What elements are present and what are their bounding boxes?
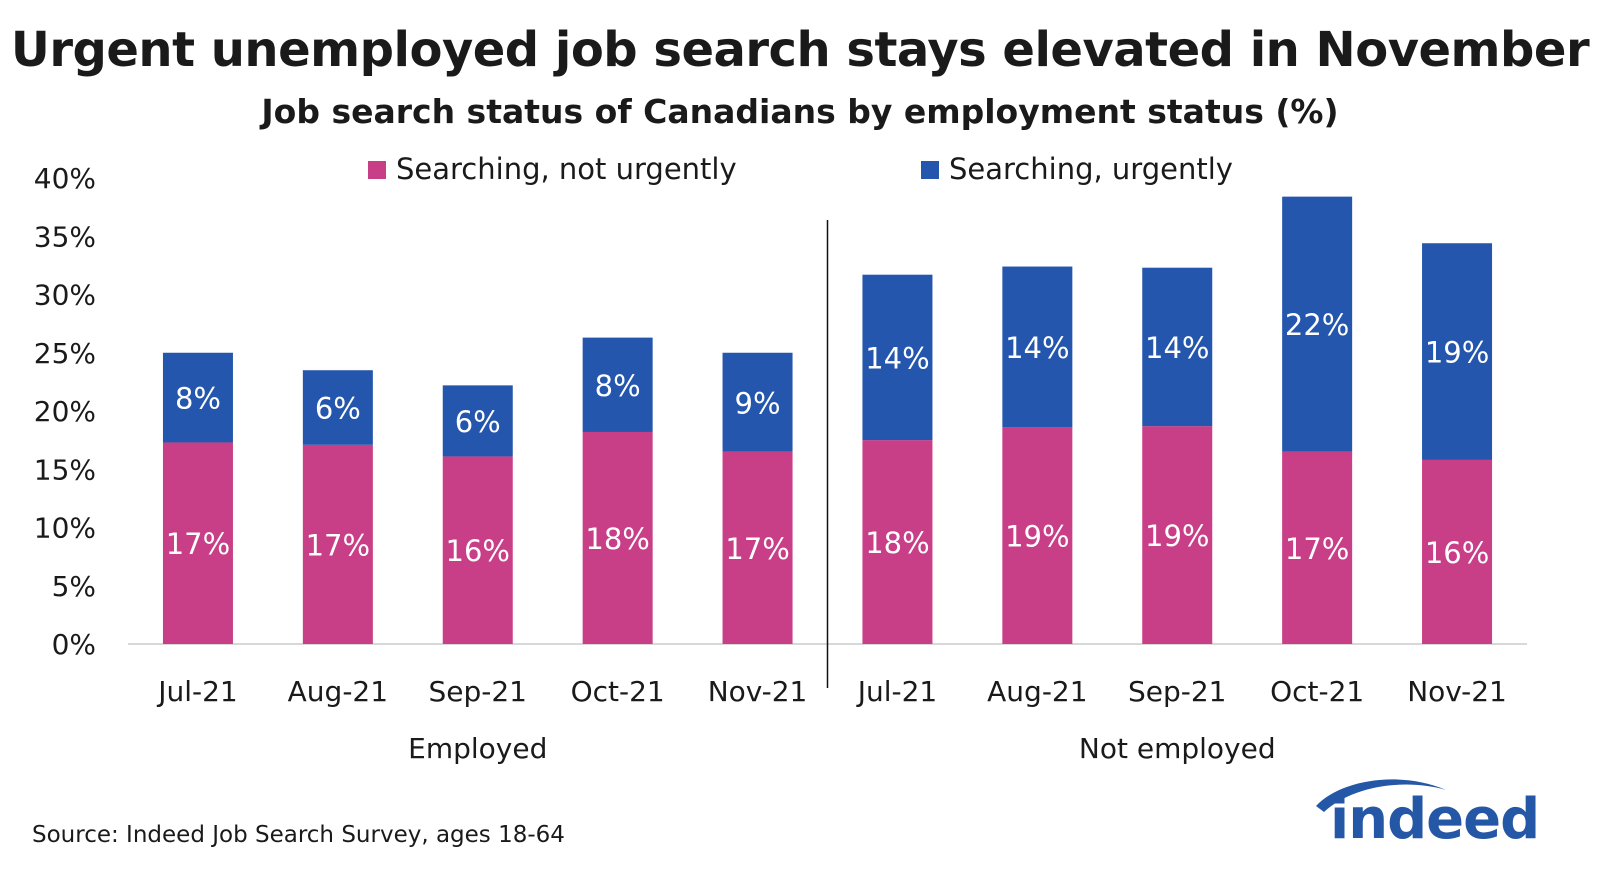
y-tick-label: 40% — [34, 162, 96, 195]
x-tick-label: Nov-21 — [708, 675, 808, 708]
x-tick-label: Aug-21 — [987, 675, 1087, 708]
x-tick-label: Sep-21 — [428, 675, 527, 708]
y-tick-label: 35% — [34, 220, 96, 253]
data-label-not-urgent: 19% — [1145, 519, 1209, 553]
group-label: Employed — [408, 732, 547, 765]
y-tick-label: 30% — [34, 279, 96, 312]
bar-urgent — [582, 337, 653, 432]
bar-urgent — [1002, 266, 1073, 428]
y-tick-label: 5% — [52, 570, 96, 603]
bar-urgent — [1282, 196, 1353, 452]
y-tick-label: 15% — [34, 453, 96, 486]
legend-label: Searching, urgently — [949, 152, 1233, 186]
bar-urgent — [442, 385, 513, 457]
bar-not-urgent — [302, 444, 373, 644]
bar-not-urgent — [582, 431, 653, 644]
bar-not-urgent — [722, 451, 793, 644]
y-tick-label: 20% — [34, 395, 96, 428]
data-label-not-urgent: 17% — [306, 528, 370, 562]
data-label-urgent: 14% — [1145, 331, 1209, 365]
chart-subtitle: Job search status of Canadians by employ… — [261, 92, 1339, 131]
bar-urgent — [1142, 267, 1213, 427]
x-tick-label: Nov-21 — [1407, 675, 1507, 708]
bar-urgent — [162, 352, 233, 443]
group-label: Not employed — [1079, 732, 1276, 765]
bar-not-urgent — [442, 456, 513, 644]
y-tick-label: 25% — [34, 337, 96, 370]
data-label-not-urgent: 18% — [865, 526, 929, 560]
bar-urgent — [302, 370, 373, 445]
data-label-not-urgent: 16% — [1425, 536, 1489, 570]
data-label-not-urgent: 17% — [166, 527, 230, 561]
data-label-not-urgent: 16% — [446, 534, 510, 568]
data-label-not-urgent: 18% — [585, 522, 649, 556]
legend-swatch — [368, 161, 386, 179]
data-label-urgent: 6% — [315, 392, 361, 426]
data-label-urgent: 8% — [595, 369, 641, 403]
data-label-urgent: 6% — [455, 405, 501, 439]
data-label-not-urgent: 19% — [1005, 520, 1069, 554]
source-note: Source: Indeed Job Search Survey, ages 1… — [32, 822, 565, 848]
data-label-urgent: 22% — [1285, 308, 1349, 342]
bar-urgent — [1422, 243, 1493, 460]
legend-swatch — [921, 161, 939, 179]
bar-not-urgent — [1422, 459, 1493, 644]
x-tick-label: Jul-21 — [856, 675, 938, 708]
data-label-not-urgent: 17% — [1285, 532, 1349, 566]
x-tick-label: Sep-21 — [1128, 675, 1227, 708]
bar-not-urgent — [1142, 426, 1213, 644]
data-label-urgent: 14% — [865, 341, 929, 375]
bar-not-urgent — [1282, 451, 1353, 644]
data-label-urgent: 9% — [735, 386, 781, 420]
legend-label: Searching, not urgently — [396, 152, 737, 186]
y-tick-label: 10% — [34, 512, 96, 545]
x-tick-label: Jul-21 — [156, 675, 238, 708]
data-label-not-urgent: 17% — [725, 532, 789, 566]
bar-urgent — [722, 352, 793, 452]
x-tick-label: Oct-21 — [571, 675, 665, 708]
data-label-urgent: 8% — [175, 382, 221, 416]
x-tick-label: Aug-21 — [288, 675, 388, 708]
y-tick-label: 0% — [52, 628, 96, 661]
bar-not-urgent — [862, 440, 933, 644]
x-tick-label: Oct-21 — [1270, 675, 1364, 708]
bar-not-urgent — [1002, 427, 1073, 644]
bar-not-urgent — [162, 442, 233, 644]
chart-title: Urgent unemployed job search stays eleva… — [10, 22, 1590, 78]
bar-urgent — [862, 274, 933, 441]
data-label-urgent: 19% — [1425, 336, 1489, 370]
data-label-urgent: 14% — [1005, 331, 1069, 365]
